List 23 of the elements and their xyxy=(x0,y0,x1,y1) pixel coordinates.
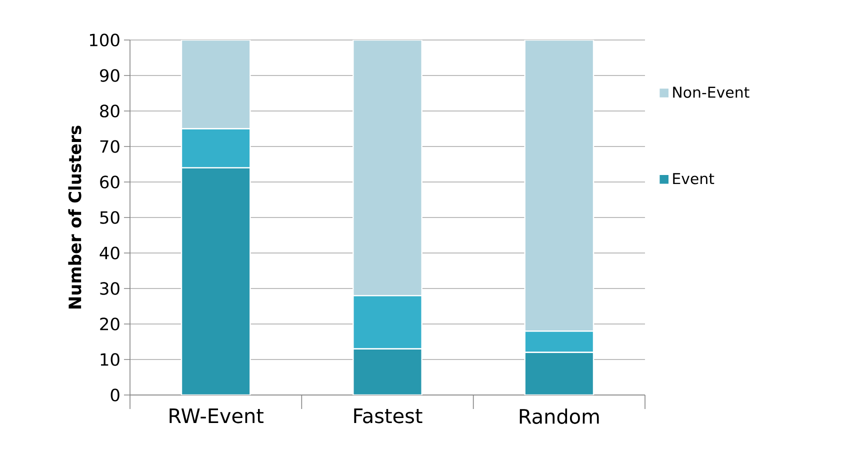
y-tick-label: 100 xyxy=(90,34,120,46)
x-tick-label: Fastest xyxy=(354,408,422,424)
y-tick-label: 10 xyxy=(100,353,120,366)
y-tick-label: 0 xyxy=(110,388,120,402)
y-tick-label: 70 xyxy=(100,140,120,153)
y-tick-label: 80 xyxy=(100,104,120,118)
x-tick-label: Random xyxy=(520,408,599,424)
legend-label: Event xyxy=(673,173,714,184)
bar xyxy=(180,167,251,395)
y-tick-label: 20 xyxy=(100,318,120,330)
bar xyxy=(180,40,251,130)
y-tick-label: 40 xyxy=(100,246,120,260)
y-axis-title: Number of Clusters xyxy=(68,126,82,308)
bar xyxy=(352,348,422,395)
y-tick-label: 30 xyxy=(100,282,120,295)
y-tick-label: 90 xyxy=(100,69,120,82)
bar xyxy=(524,40,594,332)
x-tick-label: RW-Event xyxy=(170,408,264,424)
legend-label: Non-Event xyxy=(673,86,750,98)
y-tick-label: 60 xyxy=(100,176,120,188)
y-tick-label: 50 xyxy=(100,211,120,224)
bar xyxy=(352,40,422,296)
bar xyxy=(524,352,594,395)
